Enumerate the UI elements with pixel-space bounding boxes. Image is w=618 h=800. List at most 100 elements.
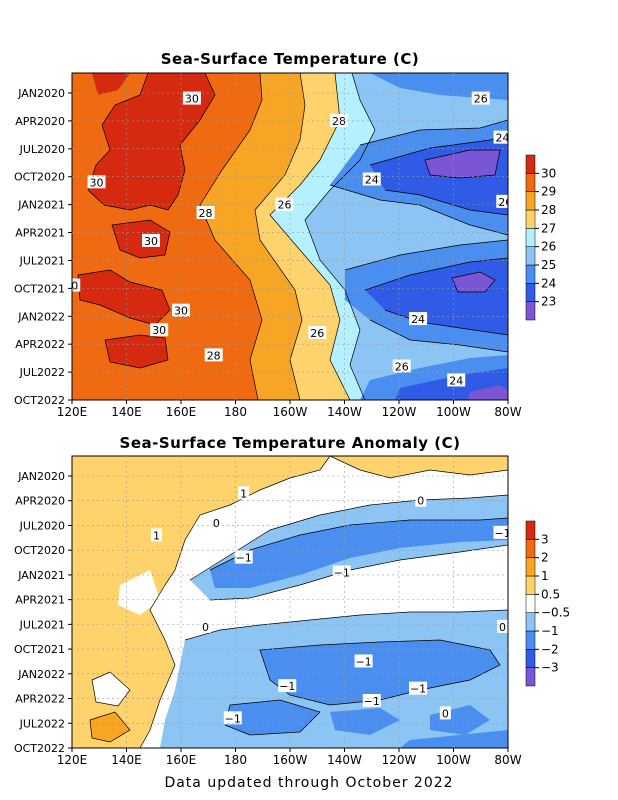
ssta-x-tick-label: 140W bbox=[327, 753, 362, 767]
ssta-contour-label-bg bbox=[150, 528, 162, 542]
ssta-contour-label: 0 bbox=[202, 621, 209, 634]
ssta-contour-label-bg bbox=[278, 679, 297, 693]
sst-contour-label-bg bbox=[182, 91, 201, 105]
ssta-panel: Sea-Surface Temperature Anomaly (C) bbox=[14, 434, 570, 767]
sst-y-tick-label: APR2022 bbox=[15, 338, 65, 351]
ssta-contour-label: −1 bbox=[225, 712, 241, 725]
ssta-x-tick-label: 160W bbox=[273, 753, 308, 767]
sst-contour-label: 24 bbox=[449, 374, 463, 387]
sst-contour-label-bg bbox=[308, 326, 327, 340]
ssta-contour-label-bg bbox=[234, 550, 253, 564]
sst-contour-label-bg bbox=[447, 373, 466, 387]
ssta-contour-label: 0 bbox=[442, 707, 449, 720]
sst-contour-label-bg bbox=[142, 233, 161, 247]
ssta-contour-label-bg bbox=[238, 486, 250, 500]
sst-x-tick-label: 120W bbox=[382, 405, 417, 419]
sst-contour-label: 26 bbox=[474, 93, 488, 106]
sst-title: Sea-Surface Temperature (C) bbox=[161, 50, 419, 68]
sst-y-tick-label: OCT2021 bbox=[14, 282, 65, 295]
sst-contour-label-bg bbox=[204, 348, 223, 362]
sst-colorbar-label: 23 bbox=[541, 295, 556, 309]
ssta-contour-label: −1 bbox=[334, 566, 350, 579]
sst-y-tick-label: JUL2022 bbox=[19, 366, 65, 379]
sst-x-tick-label: 100W bbox=[436, 405, 471, 419]
sst-colorbar-swatch bbox=[525, 209, 536, 229]
ssta-colorbar-swatch bbox=[525, 594, 536, 613]
sst-colorbar-swatch bbox=[525, 264, 536, 284]
sst-contour-label: 28 bbox=[207, 349, 221, 362]
sst-contour-label: 30 bbox=[185, 93, 199, 106]
ssta-colorbar-swatch bbox=[525, 539, 536, 558]
sst-colorbar-label: 29 bbox=[541, 185, 556, 199]
ssta-y-tick-label: APR2020 bbox=[15, 495, 65, 508]
ssta-x-tick-label: 160E bbox=[166, 753, 197, 767]
sst-y-tick-label: JUL2020 bbox=[19, 143, 65, 156]
ssta-x-tick-label: 180 bbox=[224, 753, 247, 767]
ssta-contour-label: 1 bbox=[240, 487, 247, 500]
sst-x-tick-label: 160W bbox=[273, 405, 308, 419]
ssta-colorbar-swatch bbox=[525, 649, 536, 668]
sst-colorbar-swatch bbox=[525, 283, 536, 302]
ssta-x-tick-label: 140E bbox=[111, 753, 142, 767]
sst-contour-label-bg bbox=[330, 113, 349, 127]
sst-colorbar-label: 30 bbox=[541, 166, 556, 180]
ssta-x-tick-label: 80W bbox=[494, 753, 521, 767]
ssta-contour-label-bg bbox=[354, 654, 373, 668]
ssta-contour-label-bg bbox=[439, 706, 451, 720]
sst-contour-label: 24 bbox=[365, 174, 379, 187]
ssta-contour-label-bg bbox=[497, 619, 508, 633]
ssta-colorbar-label: −1 bbox=[541, 624, 559, 638]
sst-contour-label-bg bbox=[409, 312, 428, 326]
ssta-colorbar-label: −0.5 bbox=[541, 606, 570, 620]
sst-colorbar-swatch bbox=[525, 228, 536, 247]
sst-colorbar-swatch bbox=[525, 301, 536, 321]
ssta-colorbar-label: 2 bbox=[541, 551, 549, 565]
sst-y-tick-label: APR2021 bbox=[15, 227, 65, 240]
sst-contour-label: 26 bbox=[310, 327, 324, 340]
ssta-title: Sea-Surface Temperature Anomaly (C) bbox=[120, 434, 461, 452]
ssta-contour-label: 1 bbox=[153, 529, 160, 542]
sst-y-tick-label: JUL2021 bbox=[19, 254, 65, 267]
sst-panel: Sea-Surface Temperature (C) bbox=[14, 50, 556, 419]
ssta-y-axis: JAN2020 APR2020 JUL2020 OCT2020 JAN2021 APR20… bbox=[14, 470, 72, 755]
sst-colorbar-swatch bbox=[525, 173, 536, 192]
ssta-y-tick-label: JAN2020 bbox=[17, 470, 65, 483]
sst-y-tick-label: JAN2020 bbox=[17, 87, 65, 100]
ssta-contour-label-bg bbox=[493, 525, 508, 539]
ssta-x-axis: 120E 140E 160E 180 160W 140W 120W 100W 80W bbox=[57, 748, 522, 767]
ssta-colorbar: −3 −2 −1 −0.5 0.5 1 2 3 bbox=[525, 520, 570, 687]
sst-contour-label: 0 bbox=[71, 280, 78, 293]
sst-x-tick-label: 180 bbox=[224, 405, 247, 419]
ssta-y-tick-label: OCT2020 bbox=[14, 544, 65, 557]
sst-contour-label: 30 bbox=[174, 305, 188, 318]
ssta-colorbar-swatch bbox=[525, 612, 536, 632]
sst-contour-label-bg bbox=[362, 172, 381, 186]
sst-x-tick-label: 140E bbox=[111, 405, 142, 419]
sst-colorbar-label: 28 bbox=[541, 203, 556, 217]
ssta-y-tick-label: JUL2020 bbox=[19, 519, 65, 532]
sst-y-tick-label: JAN2021 bbox=[17, 199, 65, 212]
sst-contour-label: 26 bbox=[395, 361, 409, 374]
ssta-colorbar-swatch bbox=[525, 520, 536, 540]
ssta-colorbar-label: 3 bbox=[541, 532, 549, 546]
sst-colorbar-label: 26 bbox=[541, 240, 556, 254]
ssta-contour-labels: 1 0 0 1 −1 −1 −1 0 0 −1 −1 −1 −1 0 −1 bbox=[150, 486, 508, 725]
sst-x-tick-label: 160E bbox=[166, 405, 197, 419]
ssta-colorbar-swatch bbox=[525, 667, 536, 687]
sst-x-axis: 120E 140E 160E 180 160W 140W 120W 100W 80W bbox=[57, 400, 522, 419]
sst-contour-label-bg bbox=[196, 206, 215, 220]
ssta-colorbar-label: −2 bbox=[541, 642, 559, 656]
sst-contour-label: 28 bbox=[332, 115, 346, 128]
ssta-y-tick-label: JAN2021 bbox=[17, 569, 65, 582]
ssta-contour-label-bg bbox=[415, 493, 427, 507]
ssta-contour-label: 0 bbox=[213, 517, 220, 530]
sst-colorbar-label: 27 bbox=[541, 221, 556, 235]
ssta-y-tick-label: OCT2022 bbox=[14, 742, 65, 755]
ssta-gridlines bbox=[72, 456, 508, 748]
ssta-contour-label-bg bbox=[409, 681, 428, 695]
ssta-y-tick-label: OCT2021 bbox=[14, 643, 65, 656]
ssta-contour-label: −1 bbox=[236, 552, 252, 565]
sst-contour-labels: 30 26 28 24 30 24 26 28 26 30 0 30 24 30 26 28 26 24 bbox=[71, 91, 508, 387]
sst-contour-label-bg bbox=[87, 175, 106, 189]
sst-contour-label-bg bbox=[275, 197, 294, 211]
